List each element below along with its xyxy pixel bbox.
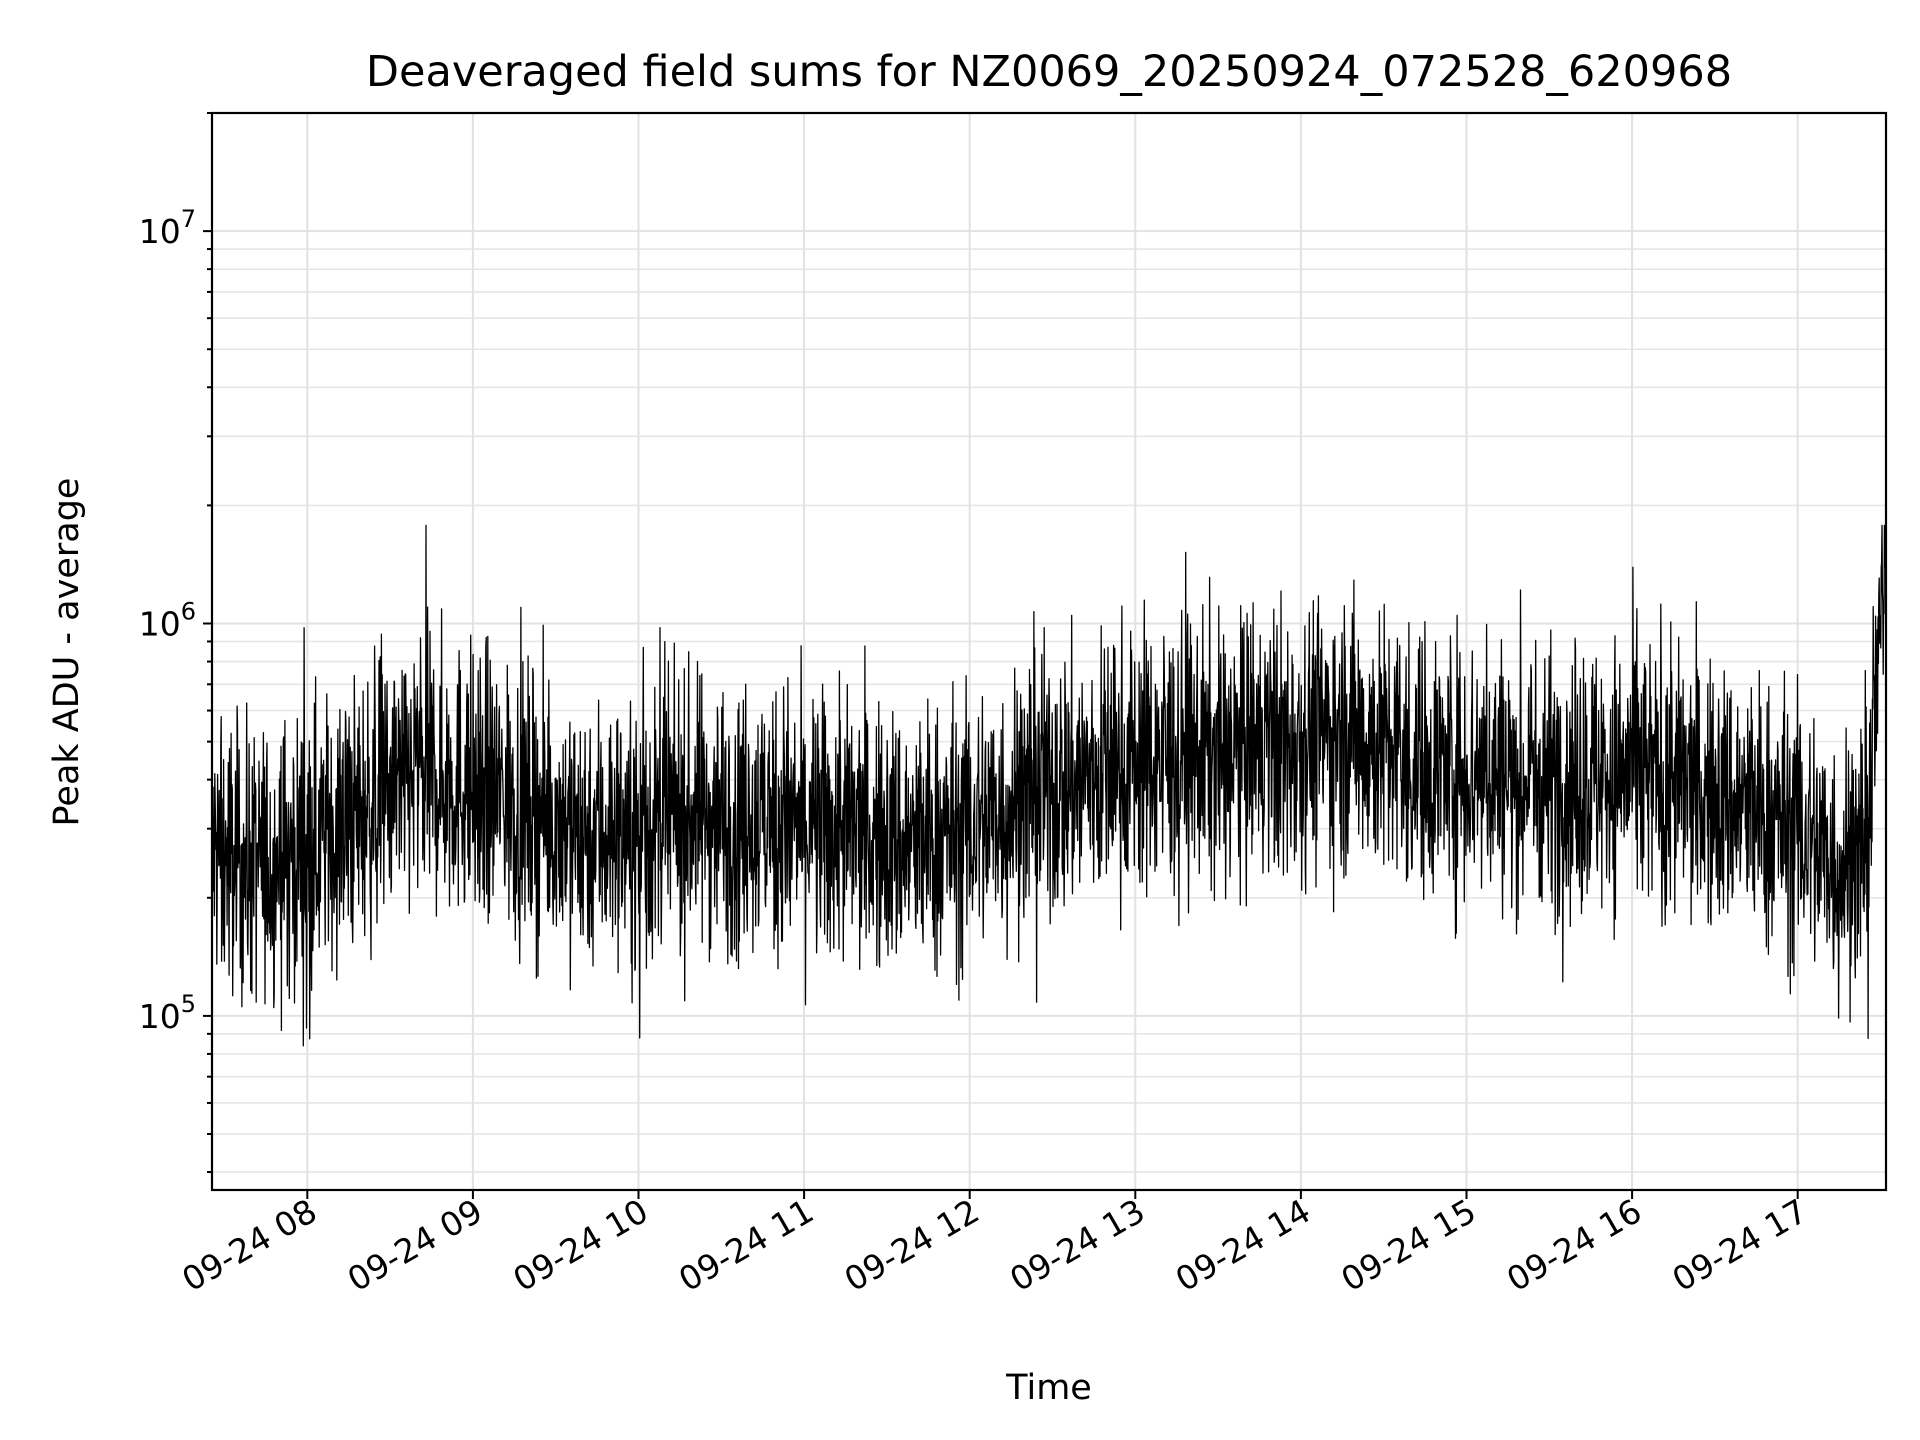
y-tick-label: 106 [139,598,196,644]
chart-title: Deaveraged field sums for NZ0069_2025092… [366,47,1732,97]
plot-frame [210,111,1888,1192]
y-tick-label: 105 [139,990,196,1036]
y-tick-label: 107 [139,205,196,251]
series-line [211,524,1887,1047]
x-axis-label: Time [1005,1368,1092,1408]
y-axis-label: Peak ADU - average [47,478,87,827]
